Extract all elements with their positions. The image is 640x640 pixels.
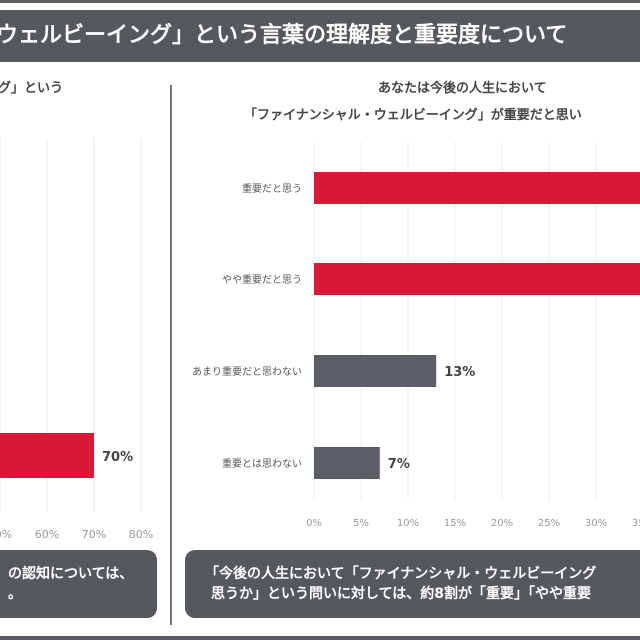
- right-note-line2: 思うか」という問いに対しては、約8割が「重要」「やや重要: [211, 586, 592, 602]
- left-note-line2: 。: [8, 586, 22, 602]
- left-bar-label: 70%: [102, 450, 133, 465]
- right-x-tick: 5%: [353, 518, 369, 529]
- left-note-box: の認知については、 。: [0, 550, 157, 618]
- left-x-tick: 80%: [129, 528, 153, 541]
- left-x-tick: 60%: [35, 528, 59, 541]
- right-x-tick: 35%: [632, 518, 640, 529]
- page-title: ウェルビーイング」という言葉の理解度と重要度について: [0, 23, 568, 48]
- right-category-label: 重要とは思わない: [222, 457, 302, 470]
- left-bar: [0, 433, 94, 478]
- right-bar: [314, 263, 640, 295]
- left-x-tick: 70%: [82, 528, 106, 541]
- right-bar-label: 13%: [444, 365, 475, 380]
- right-bar: [314, 355, 437, 387]
- right-note-line1: 「今後の人生において「ファイナンシャル・ウェルビーイング: [205, 566, 597, 582]
- right-subtitle-line2: 「ファイナンシャル・ウェルビーイング」が重要だと思い: [244, 108, 582, 123]
- right-bar: [314, 172, 640, 204]
- right-x-tick: 0%: [306, 518, 322, 529]
- panel-divider: [170, 85, 172, 625]
- title-bar: ウェルビーイング」という言葉の理解度と重要度について: [0, 10, 640, 62]
- right-bar: [314, 447, 380, 479]
- right-x-tick: 10%: [397, 518, 419, 529]
- right-x-tick: 25%: [538, 518, 560, 529]
- right-subtitle-line1: あなたは今後の人生において: [378, 81, 547, 96]
- bottom-border: [0, 636, 640, 640]
- right-x-tick: 15%: [444, 518, 466, 529]
- right-x-tick: 20%: [491, 518, 513, 529]
- right-category-label: やや重要だと思う: [222, 273, 302, 286]
- right-category-label: あまり重要だと思わない: [192, 365, 302, 378]
- left-subtitle: グ」という: [0, 81, 64, 96]
- top-border: [0, 0, 640, 3]
- right-x-tick: 30%: [585, 518, 607, 529]
- right-category-label: 重要だと思う: [242, 182, 302, 195]
- right-note-box: 「今後の人生において「ファイナンシャル・ウェルビーイング 思うか」という問いに対…: [185, 550, 640, 618]
- left-x-tick: 50%: [0, 528, 12, 541]
- left-note-line1: の認知については、: [8, 566, 134, 582]
- right-bar-label: 7%: [388, 457, 410, 472]
